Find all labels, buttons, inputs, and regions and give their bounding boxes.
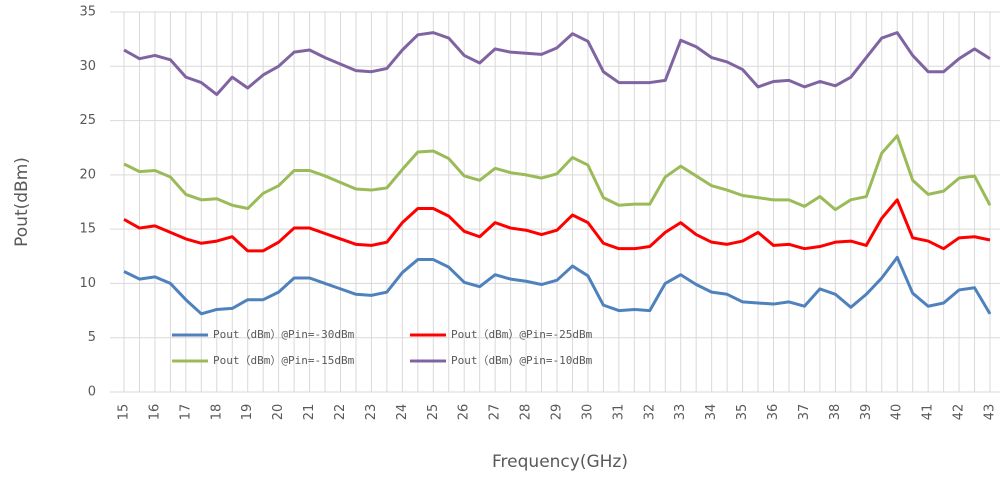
line-series [123,31,991,97]
x-tick-label: 29 [550,404,565,421]
x-tick-label: 18 [209,404,224,421]
x-tick-label: 21 [302,404,317,421]
y-axis-title: Pout(dBm) [12,157,32,247]
y-tick-label: 5 [88,330,96,345]
y-tick-label: 15 [79,222,96,237]
x-tick-label: 22 [333,404,348,421]
x-tick-label: 27 [488,404,503,421]
x-tick-label: 40 [890,404,905,421]
line-series [123,134,992,212]
x-tick-label: 39 [859,404,874,421]
x-tick-label: 41 [921,404,936,421]
y-tick-label: 0 [88,385,96,400]
x-tick-label: 30 [580,404,595,421]
line-series [123,255,992,316]
line-series [123,198,991,253]
x-tick-label: 43 [983,404,998,421]
x-tick-label: 25 [426,404,441,421]
y-tick-label: 10 [79,276,96,291]
x-tick-label: 33 [673,404,688,421]
legend-label: Pout（dBm）@Pin=-15dBm [213,354,355,367]
x-tick-label: 20 [271,404,286,421]
x-tick-label: 34 [704,404,719,421]
x-tick-label: 24 [395,404,410,421]
x-tick-label: 35 [735,404,750,421]
x-axis-title: Frequency(GHz) [492,452,628,472]
x-tick-label: 37 [797,404,812,421]
x-tick-label: 36 [766,404,781,421]
y-tick-label: 35 [79,5,96,20]
y-tick-label: 25 [79,113,96,128]
x-tick-label: 32 [642,404,657,421]
y-tick-label: 20 [79,167,96,182]
x-tick-label: 26 [457,404,472,421]
x-tick-label: 17 [178,404,193,421]
x-tick-label: 28 [519,404,534,421]
legend-label: Pout（dBm）@Pin=-10dBm [451,354,593,367]
legend-label: Pout（dBm）@Pin=-25dBm [451,328,593,341]
legend-label: Pout（dBm）@Pin=-30dBm [213,328,355,341]
x-tick-label: 31 [611,404,626,421]
x-tick-label: 16 [147,404,162,421]
x-tick-label: 19 [240,404,255,421]
x-tick-label: 15 [117,404,132,421]
x-tick-label: 42 [952,404,967,421]
y-tick-label: 30 [79,59,96,74]
x-tick-label: 23 [364,404,379,421]
x-tick-label: 38 [828,404,843,421]
